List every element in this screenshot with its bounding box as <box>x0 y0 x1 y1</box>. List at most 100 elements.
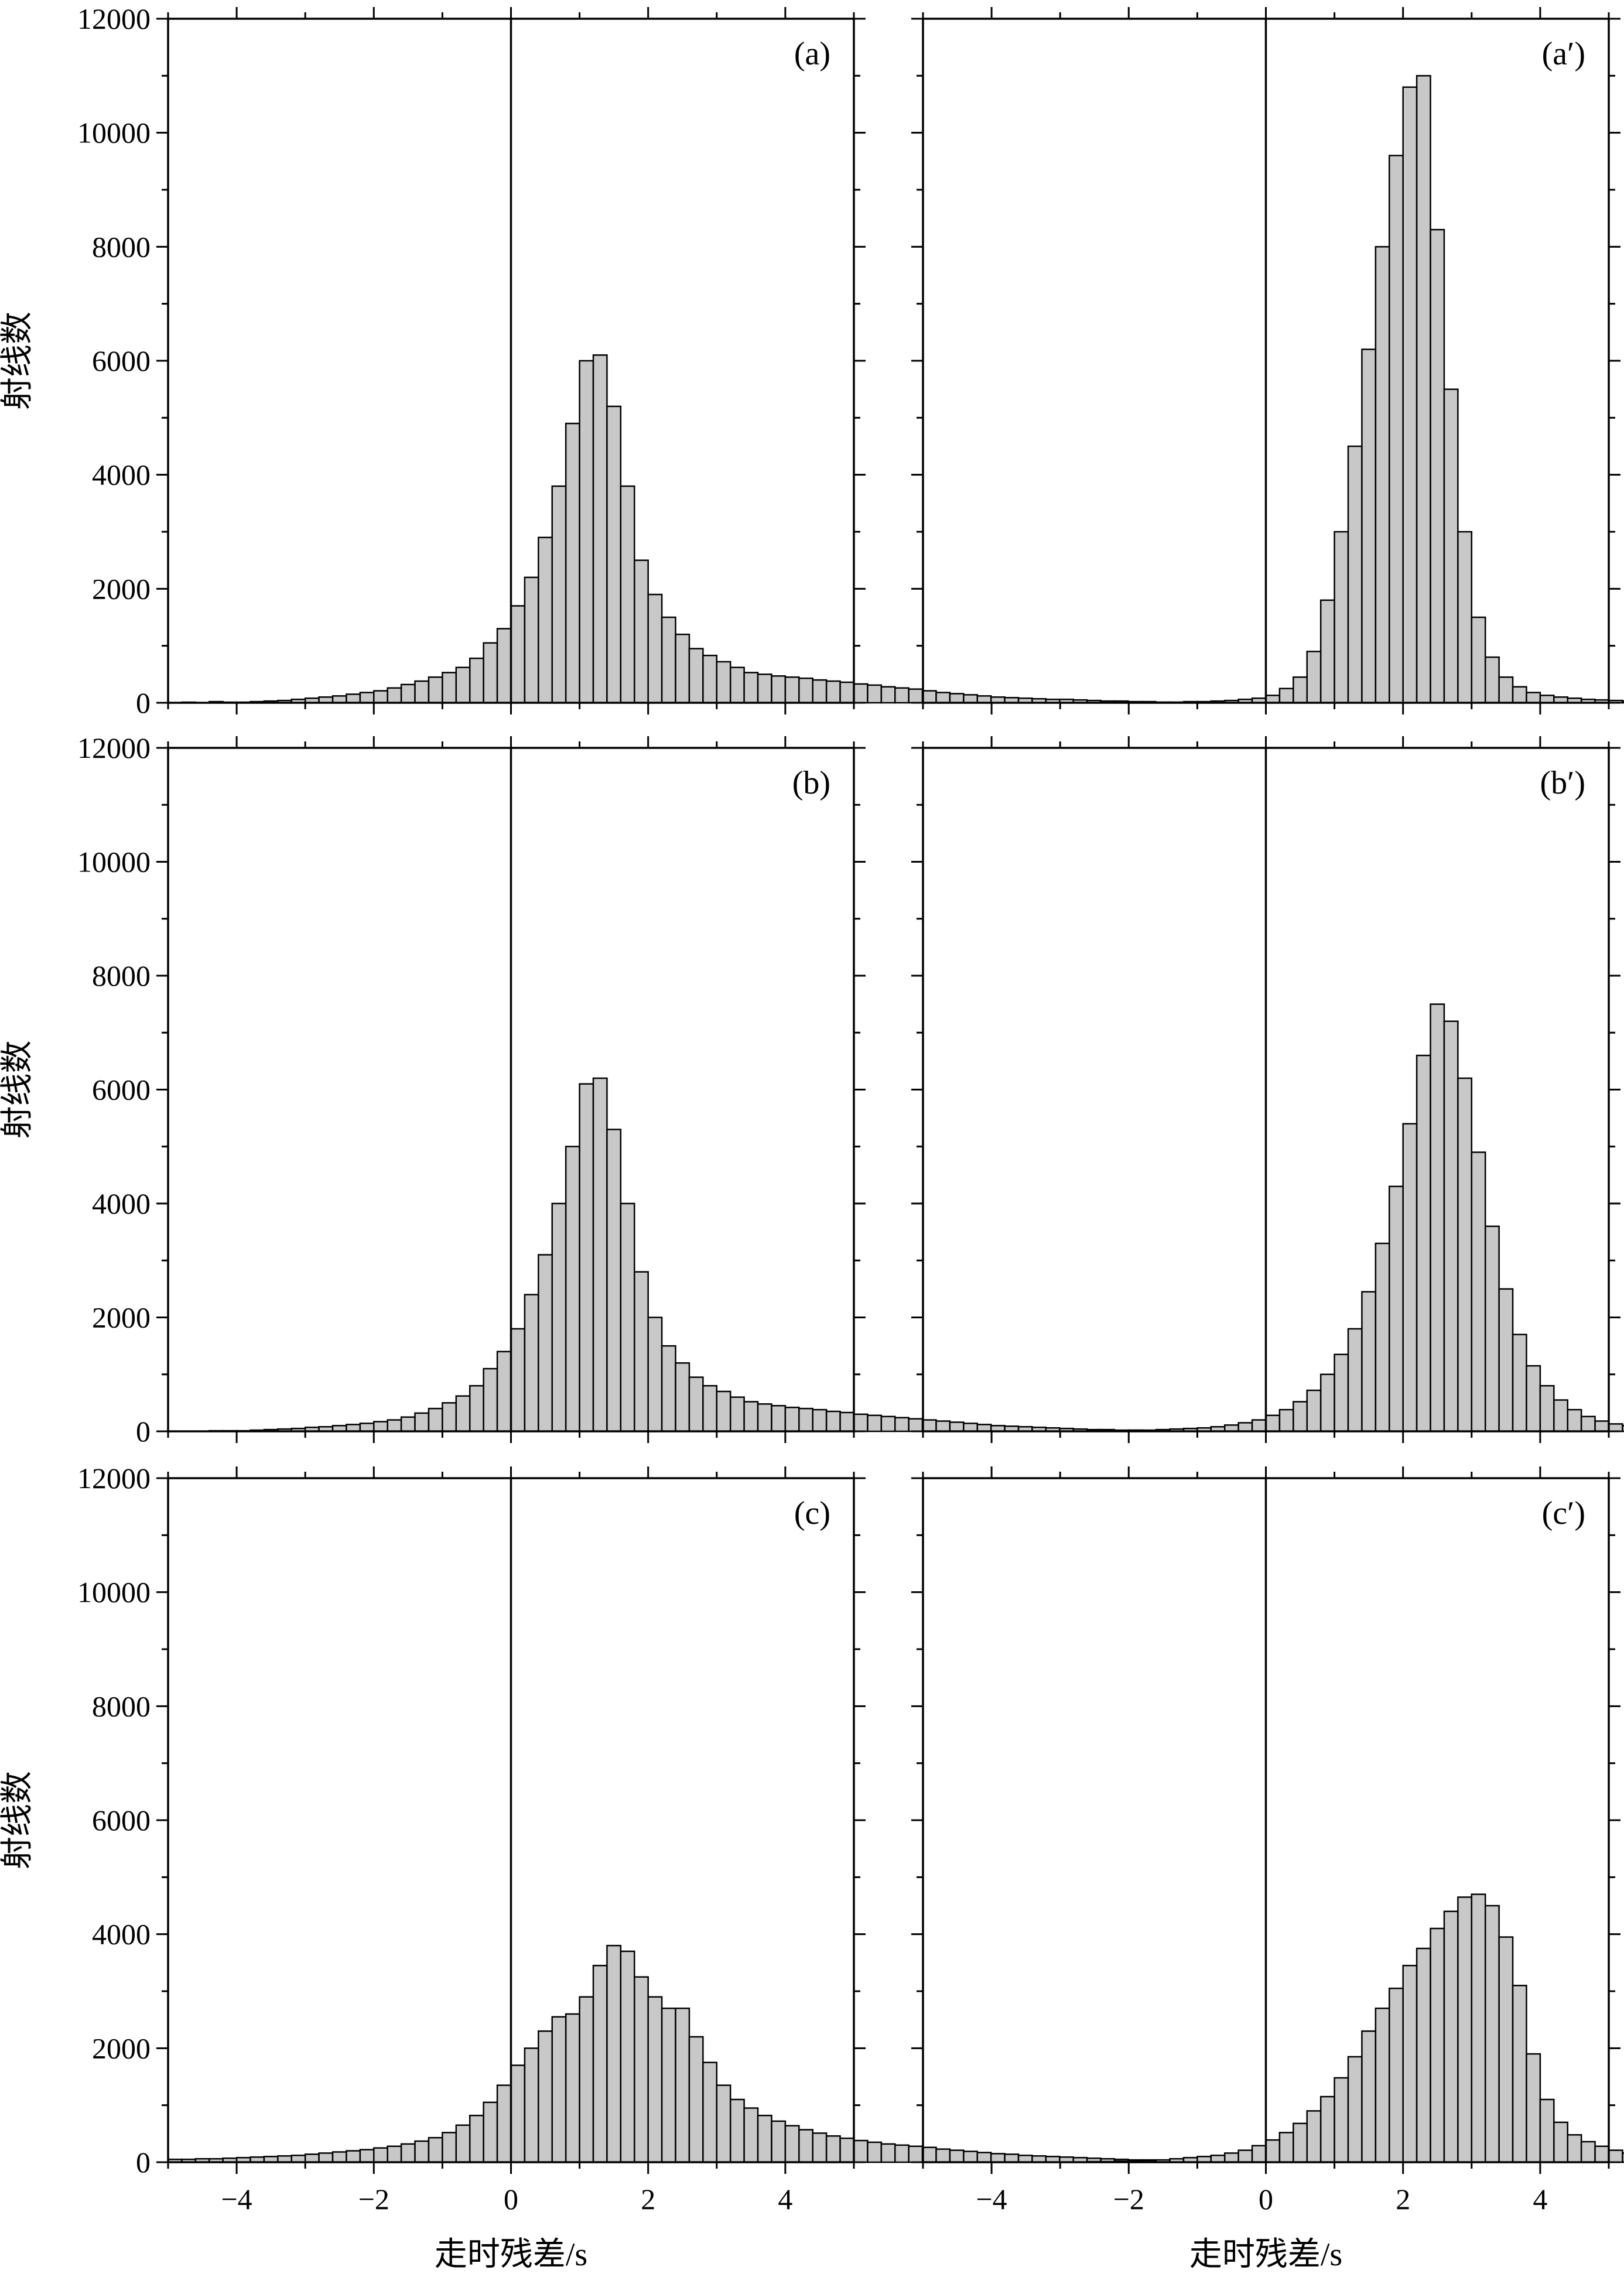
histogram-bar <box>359 2149 375 2163</box>
histogram-panel-5: 0 2000 4000 6000 8000 10000 12000 射线数 −4 −2 0 2 4 走时残… <box>0 1462 1253 2273</box>
x-tick-label: −4 <box>976 2183 1007 2216</box>
histogram-bar <box>880 686 896 704</box>
histogram-bar <box>688 648 704 704</box>
histogram-bar <box>1251 1419 1267 1432</box>
histogram-bar <box>935 1420 951 1432</box>
histogram-bar <box>688 2036 704 2163</box>
histogram-bar <box>414 680 430 704</box>
histogram-bar <box>414 1412 430 1432</box>
histogram-bar <box>1457 531 1473 704</box>
histogram-bar <box>442 672 457 704</box>
histogram-bar <box>606 405 622 704</box>
histogram-bar <box>1223 2152 1239 2163</box>
histogram-bar <box>442 2132 457 2163</box>
histogram-bar <box>373 1421 388 1432</box>
histogram-bar <box>524 576 539 704</box>
histogram-bar <box>1594 2145 1610 2163</box>
y-axis-title: 射线数 <box>0 312 36 410</box>
histogram-bar <box>647 1996 663 2163</box>
histogram-bar <box>620 1950 635 2163</box>
histogram-bar <box>1319 1373 1335 1432</box>
histogram-bar <box>1526 1365 1541 1432</box>
histogram-bar <box>894 2144 910 2163</box>
histogram-bar <box>1457 1077 1473 1432</box>
histogram-bar <box>675 633 690 704</box>
histogram-bar <box>346 1424 361 1432</box>
histogram-bar <box>346 2150 361 2163</box>
histogram-bar <box>647 593 663 704</box>
histogram-bar <box>1347 1328 1363 1432</box>
histogram-bar <box>1526 692 1541 704</box>
histogram-bar <box>496 1351 512 1432</box>
histogram-bar <box>812 1408 828 1432</box>
histogram-bar <box>1278 1408 1294 1432</box>
histogram-bar <box>839 2137 855 2163</box>
histogram-bar <box>1539 695 1555 704</box>
histogram-bar <box>976 695 992 704</box>
x-tick-label: −2 <box>1113 2183 1144 2216</box>
y-tick-label: 8000 <box>92 230 151 263</box>
histogram-bar <box>620 485 635 704</box>
x-tick-label: 2 <box>641 2183 655 2216</box>
y-tick-label: 10000 <box>77 846 151 878</box>
histogram-bar <box>442 1402 457 1432</box>
histogram-bar <box>963 694 979 704</box>
histogram-bar <box>1293 676 1308 704</box>
histogram-bar <box>620 1202 635 1432</box>
histogram-bar <box>1017 2155 1033 2163</box>
histogram-bar <box>771 675 787 704</box>
histogram-bar <box>1278 2132 1294 2163</box>
histogram-bar <box>510 605 526 704</box>
histogram-bar <box>867 2141 883 2163</box>
histogram-bar <box>1484 1225 1500 1432</box>
histogram-bar <box>1389 155 1404 704</box>
y-tick-label: 0 <box>136 2146 151 2179</box>
histogram-bar <box>455 2124 471 2163</box>
histogram-bar <box>921 1419 937 1432</box>
histogram-bar <box>359 1423 375 1432</box>
histogram-bar <box>331 695 347 704</box>
x-tick-label: 0 <box>1259 2183 1273 2216</box>
histogram-bar <box>565 2013 580 2163</box>
histogram-bar <box>496 628 512 704</box>
y-tick-label: 12000 <box>77 2 151 35</box>
histogram-bar <box>935 2148 951 2163</box>
histogram-bar <box>1265 695 1281 704</box>
y-tick-label: 8000 <box>92 1690 151 1722</box>
y-tick-label: 12000 <box>77 731 151 764</box>
histogram-bar <box>1347 2056 1363 2163</box>
histogram-bar <box>1347 445 1363 704</box>
panel-label: (b) <box>792 765 830 801</box>
histogram-bar <box>565 422 580 704</box>
x-tick-label: 2 <box>1396 2183 1410 2216</box>
histogram-bar <box>743 1401 759 1432</box>
x-tick-label: 4 <box>1533 2183 1547 2216</box>
histogram-bar <box>1416 1054 1431 1432</box>
histogram-bar <box>702 2061 718 2163</box>
histogram-bar <box>880 2143 896 2163</box>
histogram-bar <box>1334 1353 1349 1432</box>
histogram-panel-2: (a′) <box>911 7 1624 714</box>
histogram-bar <box>1567 2134 1582 2163</box>
y-tick-label: 4000 <box>92 1187 151 1220</box>
histogram-bar <box>606 1944 622 2163</box>
histogram-bar <box>1306 2110 1322 2163</box>
histogram-bar <box>1526 2053 1541 2163</box>
histogram-bar <box>702 654 718 704</box>
histogram-bar <box>839 681 855 704</box>
y-tick-label: 2000 <box>92 2032 151 2064</box>
histogram-bar <box>1251 2145 1267 2163</box>
histogram-bar <box>1443 1020 1459 1432</box>
histogram-bar <box>1375 2007 1390 2163</box>
histogram-bar <box>1430 1003 1445 1432</box>
histogram-bar <box>647 1317 663 1432</box>
histogram-bar <box>949 2149 965 2163</box>
histogram-bar <box>1484 1905 1500 2163</box>
histogram-bar <box>867 1414 883 1432</box>
histogram-bar <box>743 672 759 704</box>
histogram-bar <box>771 1404 787 1432</box>
histogram-bar <box>1402 1964 1418 2163</box>
histogram-bars <box>1141 75 1624 704</box>
histogram-bar <box>318 2152 334 2163</box>
